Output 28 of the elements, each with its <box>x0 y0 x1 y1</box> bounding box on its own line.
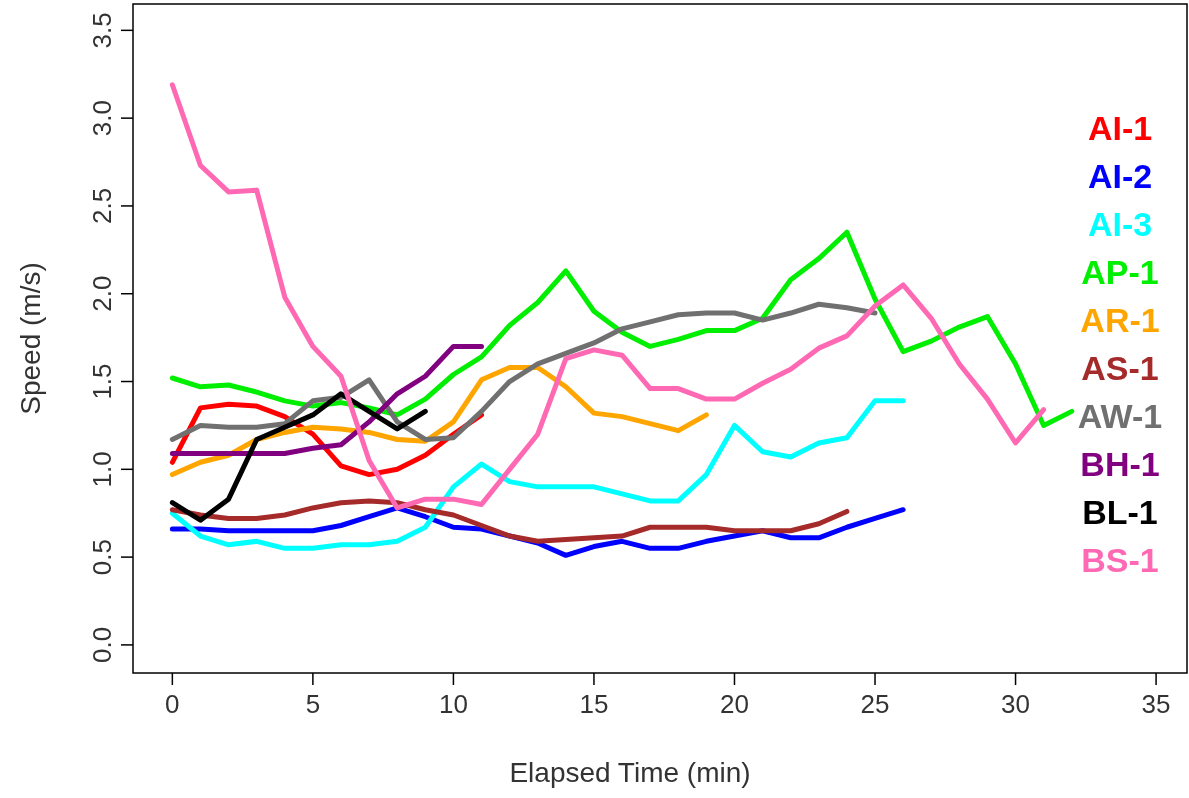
y-tick-label: 0.0 <box>87 626 117 663</box>
x-tick-label: 10 <box>438 689 468 719</box>
y-tick-label: 0.5 <box>87 539 117 576</box>
y-tick-label: 2.5 <box>87 187 117 225</box>
y-tick-label: 1.5 <box>87 363 117 400</box>
text: AI-2 <box>1087 157 1153 195</box>
y-tick-label: 1.0 <box>87 451 117 488</box>
text: AW-1 <box>1077 397 1163 435</box>
x-tick-label: 25 <box>860 689 890 719</box>
text: AI-3 <box>1087 205 1153 243</box>
x-axis-title: Elapsed Time (min) <box>509 757 751 788</box>
text: BL-1 <box>1082 493 1158 531</box>
y-tick-label: 3.5 <box>87 12 117 49</box>
x-tick-label: 30 <box>1001 689 1031 719</box>
text: AI-1 <box>1087 109 1153 147</box>
x-tick-label: 20 <box>720 689 749 719</box>
x-tick-label: 15 <box>579 689 609 719</box>
text: BH-1 <box>1080 445 1160 483</box>
y-axis-title: Speed (m/s) <box>15 262 46 415</box>
text: BS-1 <box>1081 541 1159 579</box>
y-tick-label: 3.0 <box>87 100 117 137</box>
x-tick-label: 5 <box>305 689 321 719</box>
x-tick-label: 35 <box>1141 689 1171 719</box>
text: AP-1 <box>1081 253 1159 291</box>
text: AR-1 <box>1080 301 1160 339</box>
text: AS-1 <box>1081 349 1159 387</box>
x-tick-label: 0 <box>165 689 180 719</box>
y-tick-label: 2.0 <box>87 275 117 312</box>
